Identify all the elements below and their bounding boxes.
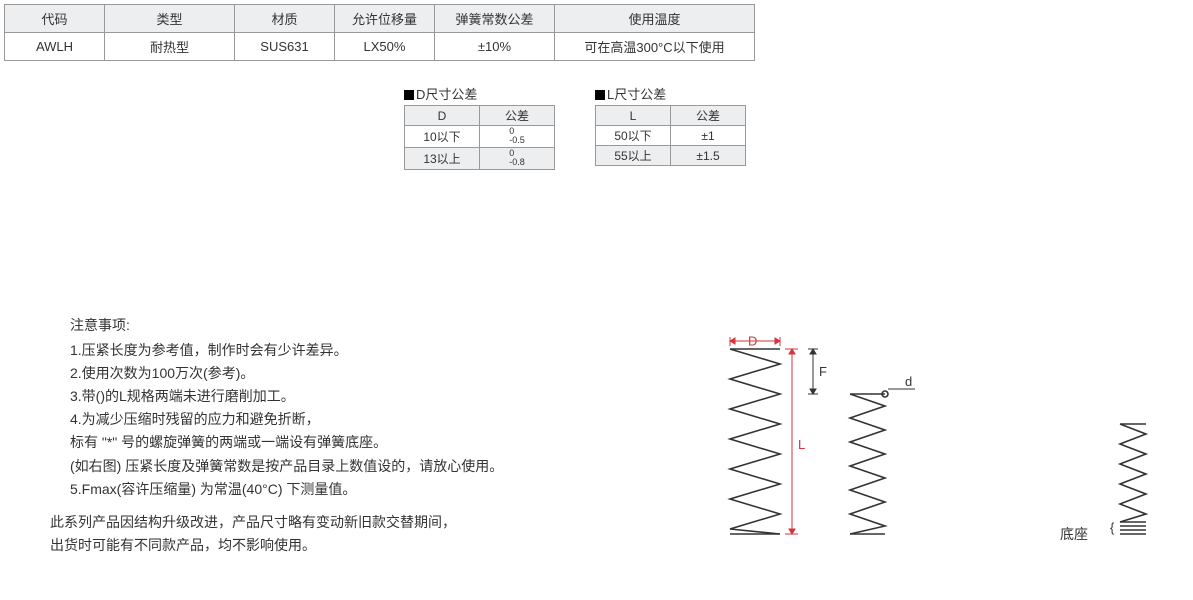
- td-material: SUS631: [235, 33, 335, 61]
- notes-item: (如右图) 压紧长度及弹簧常数是按产品目录上数值设的，请放心使用。: [70, 455, 503, 478]
- table-row: AWLH 耐热型 SUS631 LX50% ±10% 可在高温300°C以下使用: [5, 33, 755, 61]
- label-l: L: [798, 437, 805, 452]
- d-tol-title: D尺寸公差: [404, 84, 555, 103]
- notes-item: 4.为减少压缩时残留的应力和避免折断，: [70, 408, 503, 431]
- l-tolerance-block: L尺寸公差 L 公差 50以下 ±1 55以上 ±1.5: [595, 84, 746, 170]
- l-tol-label-1: 55以上: [596, 146, 671, 166]
- d-tol-val-1: 0-0.8: [480, 148, 555, 170]
- l-tol-val-1: ±1.5: [671, 146, 746, 166]
- l-tol-th-tol: 公差: [671, 106, 746, 126]
- d-tol-label-1: 13以上: [405, 148, 480, 170]
- th-type: 类型: [105, 5, 235, 33]
- l-tol-title: L尺寸公差: [595, 84, 746, 103]
- notes-item: 标有 "*" 号的螺旋弹簧的两端或一端设有弹簧底座。: [70, 431, 503, 454]
- td-type: 耐热型: [105, 33, 235, 61]
- td-displacement: LX50%: [335, 33, 435, 61]
- th-material: 材质: [235, 5, 335, 33]
- square-icon: [595, 90, 605, 100]
- notes-footer-1: 此系列产品因结构升级改进，产品尺寸略有变动新旧款交替期间，: [50, 511, 503, 534]
- spec-table: 代码 类型 材质 允许位移量 弹簧常数公差 使用温度 AWLH 耐热型 SUS6…: [4, 4, 755, 61]
- th-displacement: 允许位移量: [335, 5, 435, 33]
- l-tol-val-0: ±1: [671, 126, 746, 146]
- th-temperature: 使用温度: [555, 5, 755, 33]
- th-tolerance: 弹簧常数公差: [435, 5, 555, 33]
- d-tol-th-tol: 公差: [480, 106, 555, 126]
- notes-item: 5.Fmax(容许压缩量) 为常温(40°C) 下测量值。: [70, 478, 503, 501]
- label-f: F: [819, 364, 827, 379]
- l-tol-label-0: 50以下: [596, 126, 671, 146]
- spring-diagram: D L F d: [720, 334, 1180, 564]
- label-base: 底座: [1060, 524, 1088, 544]
- td-temperature: 可在高温300°C以下使用: [555, 33, 755, 61]
- th-code: 代码: [5, 5, 105, 33]
- label-d: D: [748, 334, 757, 349]
- td-tolerance: ±10%: [435, 33, 555, 61]
- label-d-small: d: [905, 374, 912, 389]
- d-tolerance-block: D尺寸公差 D 公差 10以下 0-0.5 13以上 0-0.8: [404, 84, 555, 170]
- d-tol-table: D 公差 10以下 0-0.5 13以上 0-0.8: [404, 105, 555, 170]
- table-header-row: 代码 类型 材质 允许位移量 弹簧常数公差 使用温度: [5, 5, 755, 33]
- d-tol-th-d: D: [405, 106, 480, 126]
- notes-section: 注意事项: 1.压紧长度为参考值，制作时会有少许差异。 2.使用次数为100万次…: [70, 314, 503, 557]
- d-tol-label-0: 10以下: [405, 126, 480, 148]
- notes-footer-2: 出货时可能有不同款产品，均不影响使用。: [50, 534, 503, 557]
- d-tol-title-text: D尺寸公差: [416, 87, 477, 102]
- brace-icon: {: [1110, 520, 1115, 535]
- notes-title: 注意事项:: [70, 314, 503, 337]
- l-tol-table: L 公差 50以下 ±1 55以上 ±1.5: [595, 105, 746, 166]
- notes-item: 1.压紧长度为参考值，制作时会有少许差异。: [70, 339, 503, 362]
- td-code: AWLH: [5, 33, 105, 61]
- spring-svg: D L F d: [720, 334, 1180, 564]
- notes-item: 2.使用次数为100万次(参考)。: [70, 362, 503, 385]
- notes-footer: 此系列产品因结构升级改进，产品尺寸略有变动新旧款交替期间， 出货时可能有不同款产…: [50, 511, 503, 557]
- tolerance-tables: D尺寸公差 D 公差 10以下 0-0.5 13以上 0-0.8 L尺寸公差 L…: [404, 84, 746, 170]
- notes-item: 3.带()的L规格两端未进行磨削加工。: [70, 385, 503, 408]
- l-tol-th-l: L: [596, 106, 671, 126]
- l-tol-title-text: L尺寸公差: [607, 87, 666, 102]
- d-tol-val-0: 0-0.5: [480, 126, 555, 148]
- square-icon: [404, 90, 414, 100]
